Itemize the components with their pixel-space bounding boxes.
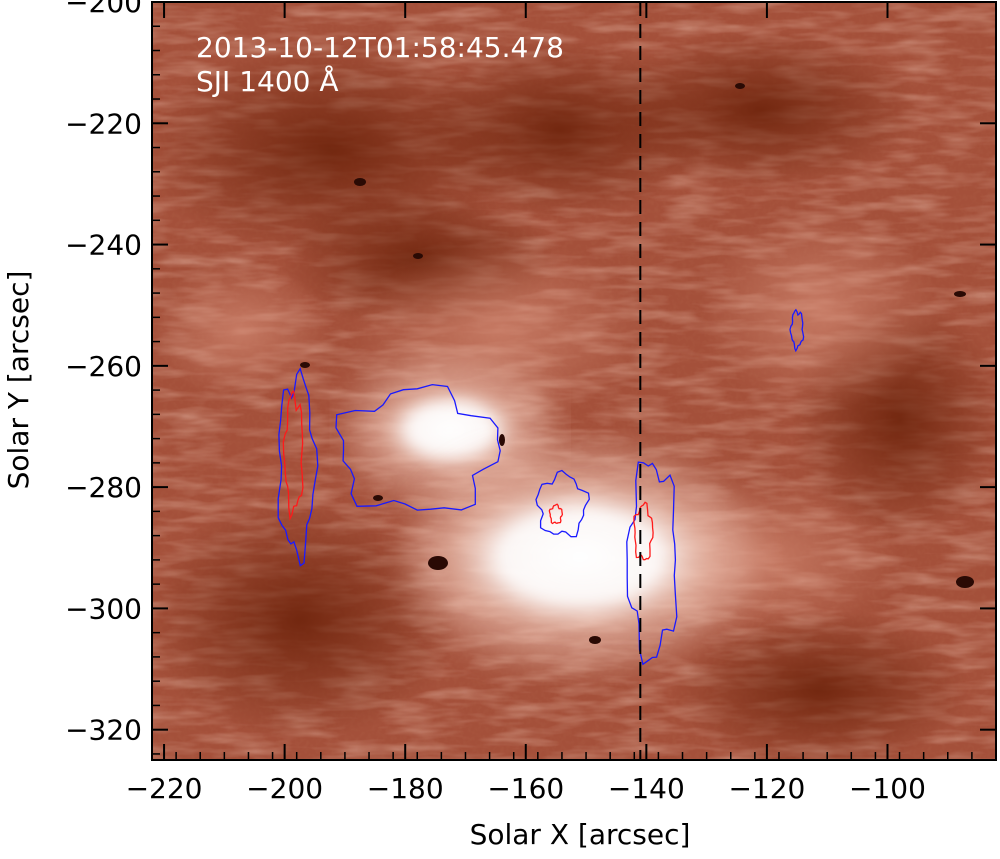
dark-patch xyxy=(670,610,970,760)
y-axis-ticks: −200 −220 −240 −260 −280 −300 −320 xyxy=(65,0,996,755)
y-tick-label: −200 xyxy=(65,0,142,19)
dark-artifact xyxy=(956,576,974,588)
flare-core-ribbon-north xyxy=(375,384,526,475)
x-tick-label: −140 xyxy=(608,772,685,805)
x-axis-ticks: −220 −200 −180 −160 −140 −120 −100 xyxy=(126,2,973,805)
y-tick-label: −300 xyxy=(65,592,142,625)
contour-low-north-east-patch xyxy=(789,308,805,353)
plot-area xyxy=(152,2,996,760)
contour-low-central-arc xyxy=(335,383,501,511)
dark-artifact xyxy=(354,178,366,186)
x-tick-label: −200 xyxy=(246,772,323,805)
dark-artifact xyxy=(589,636,601,644)
x-axis-label: Solar X [arcsec] xyxy=(470,818,691,851)
channel-label: SJI 1400 Å xyxy=(196,64,339,98)
dark-patch xyxy=(152,500,460,740)
contour-low-slit-kernel xyxy=(626,461,678,666)
x-tick-label: −220 xyxy=(126,772,203,805)
flare-ribbons xyxy=(350,359,750,664)
x-tick-label: −120 xyxy=(728,772,805,805)
y-tick-label: −280 xyxy=(65,471,142,504)
contour-overlay xyxy=(277,308,805,666)
contour-high-mid-patch-core xyxy=(548,503,564,525)
light-patch xyxy=(700,210,940,410)
timestamp-label: 2013-10-12T01:58:45.478 xyxy=(196,31,564,64)
contour-high-west-kernel-core xyxy=(282,390,304,521)
dark-artifact xyxy=(954,291,966,297)
contour-high-slit-kernel-core xyxy=(633,501,654,561)
x-tick-label: −180 xyxy=(367,772,444,805)
dark-artifact xyxy=(735,83,745,89)
y-tick-label: −240 xyxy=(65,229,142,262)
x-tick-label: −160 xyxy=(487,772,564,805)
dark-artifact xyxy=(499,434,505,446)
plot-frame xyxy=(151,1,997,761)
y-axis-label: Solar Y [arcsec] xyxy=(2,271,35,490)
x-tick-label: −100 xyxy=(849,772,926,805)
dark-artifacts xyxy=(300,83,974,644)
dark-artifact xyxy=(413,253,423,259)
dark-artifact xyxy=(300,362,310,368)
flare-core-ribbon-central xyxy=(435,474,725,639)
dark-patch xyxy=(600,30,920,190)
y-tick-label: −320 xyxy=(65,714,142,747)
dark-artifact xyxy=(428,556,448,570)
light-patch xyxy=(152,260,330,400)
y-tick-label: −260 xyxy=(65,350,142,383)
contour-low-west-kernel xyxy=(277,367,319,567)
dark-artifact xyxy=(373,495,383,501)
y-tick-label: −220 xyxy=(65,107,142,140)
contour-low-mid-patch xyxy=(535,469,590,538)
